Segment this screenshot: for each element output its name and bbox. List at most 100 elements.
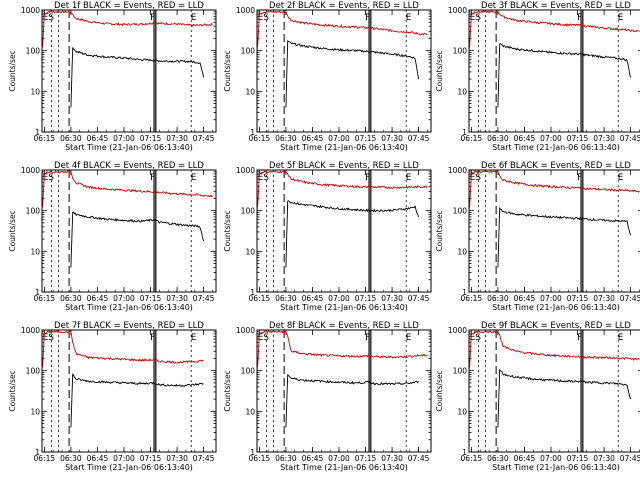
x-tick-label: 06:45 (87, 294, 109, 303)
event-marker-label: ES (43, 333, 55, 343)
chart-title: Det 5f BLACK = Events, RED = LLD (269, 161, 419, 171)
x-tick-label: 07:45 (620, 294, 640, 303)
x-tick-label: 06:15 (461, 134, 483, 143)
x-tick-label: 06:45 (514, 294, 536, 303)
x-tick-label: 07:45 (620, 454, 640, 463)
x-tick-label: 07:45 (408, 294, 430, 303)
y-tick-label: 100 (453, 47, 468, 56)
event-marker-label: E (406, 173, 412, 183)
y-axis-label: Counts/sec (435, 370, 444, 411)
event-marker-label: F (150, 13, 155, 23)
x-tick-label: 07:00 (540, 134, 562, 143)
event-marker-label: E (191, 333, 197, 343)
y-tick-label: 1000 (236, 326, 255, 335)
event-marker-label: F (365, 13, 370, 23)
x-tick-label: 07:15 (140, 454, 162, 463)
x-tick-label: 07:45 (620, 134, 640, 143)
y-tick-label: 100 (26, 47, 41, 56)
chart-title: Det 4f BLACK = Events, RED = LLD (54, 161, 204, 171)
chart-title: Det 3f BLACK = Events, RED = LLD (481, 1, 631, 11)
chart-title: Det 7f BLACK = Events, RED = LLD (54, 321, 204, 331)
y-axis-label: Counts/sec (8, 370, 17, 411)
x-tick-label: 06:30 (60, 454, 82, 463)
y-tick-label: 10 (30, 87, 40, 96)
detector-panel: Det 6f BLACK = Events, RED = LLD 1 10 100 10… (435, 161, 640, 312)
chart-title: Det 8f BLACK = Events, RED = LLD (269, 321, 419, 331)
x-tick-label: 07:30 (381, 454, 403, 463)
x-tick-label: 07:00 (113, 134, 135, 143)
x-tick-label: 06:30 (60, 134, 82, 143)
x-axis-label: Start Time (21-Jan-06 06:13:40) (65, 143, 193, 152)
event-marker-label: ES (43, 13, 55, 23)
x-tick-label: 06:15 (461, 454, 483, 463)
y-tick-label: 1000 (236, 6, 255, 15)
event-marker-label: ES (470, 333, 482, 343)
x-tick-label: 07:30 (166, 294, 188, 303)
y-tick-label: 1 (250, 128, 255, 137)
x-tick-label: 06:30 (487, 294, 509, 303)
x-tick-label: 06:45 (302, 294, 324, 303)
event-marker-label: ES (258, 173, 270, 183)
plot-frame (41, 169, 217, 293)
y-axis-label: Counts/sec (223, 210, 232, 251)
x-tick-label: 07:15 (140, 134, 162, 143)
x-axis-label: Start Time (21-Jan-06 06:13:40) (492, 303, 620, 312)
plot-frame (41, 329, 217, 453)
chart-title: Det 9f BLACK = Events, RED = LLD (481, 321, 631, 331)
x-tick-label: 07:30 (381, 134, 403, 143)
event-marker-label: F (150, 333, 155, 343)
detector-panel: Det 8f BLACK = Events, RED = LLD 1 10 100 10… (223, 321, 432, 472)
y-tick-label: 1000 (21, 326, 40, 335)
lld-series-line (257, 330, 428, 368)
x-tick-label: 06:30 (275, 454, 297, 463)
x-tick-label: 06:30 (487, 134, 509, 143)
y-axis-label: Counts/sec (435, 210, 444, 251)
y-tick-label: 1000 (448, 6, 467, 15)
event-marker-label: F (365, 173, 370, 183)
lld-series-line (42, 10, 213, 48)
x-tick-label: 07:00 (328, 454, 350, 463)
y-tick-label: 1 (462, 448, 467, 457)
y-tick-label: 1 (462, 288, 467, 297)
lld-series-line (42, 170, 213, 208)
y-axis-label: Counts/sec (223, 50, 232, 91)
y-tick-label: 100 (241, 47, 256, 56)
events-series-line (497, 206, 632, 268)
y-tick-label: 1 (35, 128, 40, 137)
y-tick-label: 10 (457, 407, 467, 416)
y-tick-label: 100 (241, 367, 256, 376)
x-tick-label: 07:15 (355, 134, 377, 143)
detector-panel: Det 7f BLACK = Events, RED = LLD 1 10 100 10… (8, 321, 217, 472)
x-tick-label: 06:15 (34, 294, 56, 303)
event-marker-label: E (406, 333, 412, 343)
y-tick-label: 10 (30, 407, 40, 416)
x-tick-label: 07:15 (355, 454, 377, 463)
y-tick-label: 100 (241, 207, 256, 216)
x-tick-label: 07:15 (355, 294, 377, 303)
x-tick-label: 07:30 (593, 454, 615, 463)
x-tick-label: 07:45 (193, 454, 215, 463)
y-tick-label: 1 (462, 128, 467, 137)
x-tick-label: 07:00 (540, 454, 562, 463)
lld-series-line (257, 170, 428, 208)
x-tick-label: 06:15 (249, 294, 271, 303)
y-axis-label: Counts/sec (223, 370, 232, 411)
x-tick-label: 06:30 (275, 134, 297, 143)
event-marker-label: F (577, 173, 582, 183)
x-tick-label: 06:30 (60, 294, 82, 303)
event-marker-label: E (191, 173, 197, 183)
x-tick-label: 07:30 (381, 294, 403, 303)
x-tick-label: 07:45 (408, 134, 430, 143)
x-tick-label: 06:45 (87, 134, 109, 143)
chart-title: Det 2f BLACK = Events, RED = LLD (269, 1, 419, 11)
lld-series-line (257, 10, 428, 48)
x-tick-label: 07:15 (140, 294, 162, 303)
event-marker-label: E (191, 13, 197, 23)
y-tick-label: 10 (245, 247, 255, 256)
y-tick-label: 100 (453, 367, 468, 376)
y-tick-label: 1000 (21, 166, 40, 175)
event-marker-label: ES (43, 173, 55, 183)
detector-panel: Det 4f BLACK = Events, RED = LLD 1 10 100 10… (8, 161, 217, 312)
x-axis-label: Start Time (21-Jan-06 06:13:40) (280, 143, 408, 152)
